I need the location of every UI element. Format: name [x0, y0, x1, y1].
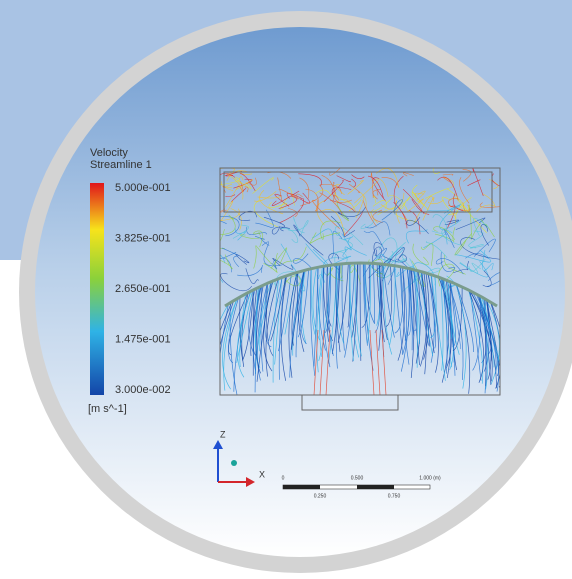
legend-tick-label: 3.000e-002: [115, 384, 171, 396]
legend-tick-label: 1.475e-001: [115, 333, 171, 345]
scale-label: 0.250: [314, 493, 327, 499]
scale-label: 1.000 (m): [419, 475, 441, 481]
scale-label: 0: [282, 475, 285, 481]
legend-unit: [m s^-1]: [88, 403, 127, 415]
color-bar: [90, 183, 104, 395]
scale-bar: [283, 485, 430, 489]
axis-label: X: [259, 469, 265, 479]
legend-tick-label: 3.825e-001: [115, 232, 171, 244]
legend-subtitle: Streamline 1: [90, 159, 152, 171]
legend-tick-label: 2.650e-001: [115, 283, 171, 295]
legend-tick-label: 5.000e-001: [115, 182, 171, 194]
legend-title: Velocity: [90, 147, 128, 159]
axis-label: Z: [220, 429, 226, 439]
scale-label: 0.750: [388, 493, 401, 499]
scale-label: 0.500: [351, 475, 364, 481]
